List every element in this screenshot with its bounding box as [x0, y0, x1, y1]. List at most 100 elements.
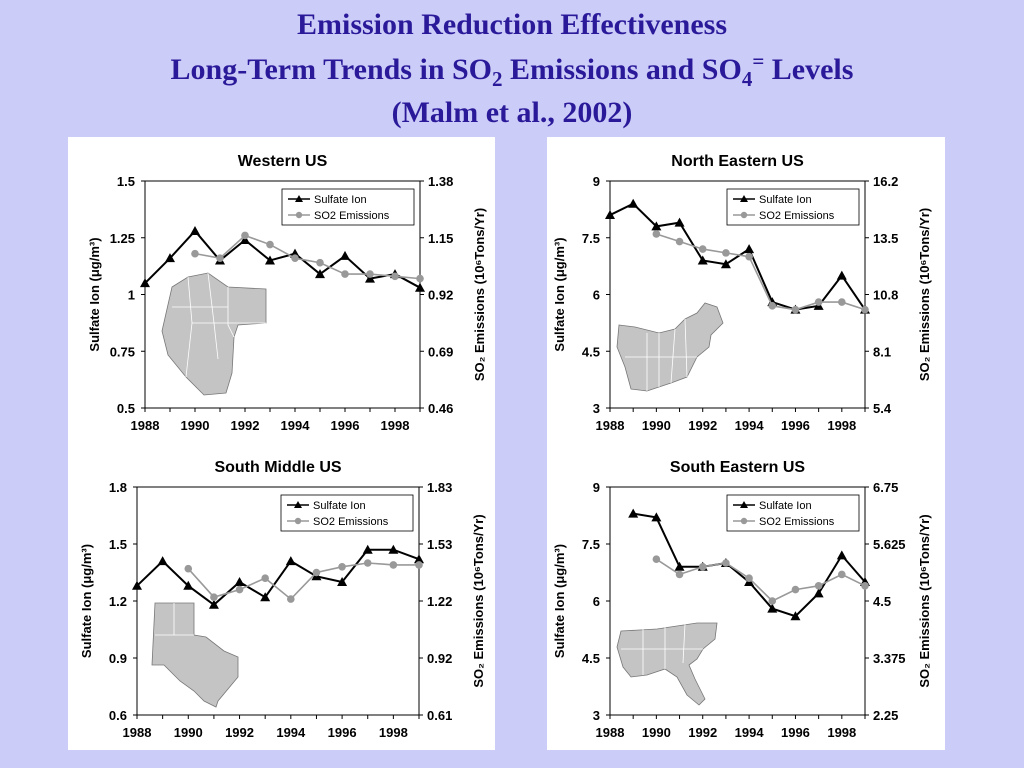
x-tick-label: 1988 — [596, 418, 625, 433]
x-tick-label: 1990 — [174, 725, 203, 740]
x-tick-label: 1990 — [642, 418, 671, 433]
data-point-so2-emissions — [838, 570, 846, 579]
y2-tick-label: 3.375 — [873, 651, 906, 666]
y2-tick-label: 0.92 — [428, 288, 453, 303]
data-point-so2-emissions — [814, 298, 823, 306]
legend-box — [280, 494, 414, 532]
data-point-sulfate-ion — [836, 550, 847, 560]
y2-tick-label: 1.53 — [427, 537, 452, 552]
title-line2-sub-4: 4 — [741, 67, 753, 91]
y2-tick-label: 0.69 — [428, 344, 453, 359]
y-tick-label: 0.5 — [117, 401, 135, 416]
series-line-so2-emissions — [194, 234, 421, 280]
data-point-sulfate-ion — [190, 225, 200, 235]
x-tick-label: 1998 — [827, 418, 856, 433]
chart-title: South Middle US — [214, 459, 341, 476]
y-tick-label: 7.5 — [582, 231, 600, 246]
data-point-sulfate-ion — [183, 580, 194, 590]
y-axis-label: Sulfate Ion (μg/m³) — [87, 237, 102, 351]
chart-panel-north-eastern: North Eastern US 3 5.4 4.5 8.1 6 10.8 7.5 13.5 9 1… — [547, 137, 945, 443]
data-point-so2-emissions — [768, 302, 777, 310]
y-tick-label: 0.9 — [109, 651, 127, 666]
data-point-so2-emissions — [291, 254, 299, 262]
data-point-so2-emissions — [861, 305, 869, 314]
data-point-so2-emissions — [698, 245, 707, 253]
series-line-so2-emissions — [655, 558, 866, 602]
data-point-sulfate-ion — [285, 556, 296, 566]
legend-label: Sulfate Ion — [759, 500, 812, 512]
x-tick-label: 1992 — [688, 725, 717, 740]
data-point-sulfate-ion — [628, 198, 639, 208]
y2-axis-label: SO₂ Emissions (10⁶Tons/Yr) — [472, 208, 487, 381]
data-point-so2-emissions — [338, 563, 346, 571]
data-point-so2-emissions — [261, 574, 269, 582]
data-point-sulfate-ion — [414, 554, 424, 564]
data-point-so2-emissions — [341, 270, 349, 278]
data-point-sulfate-ion — [337, 577, 348, 586]
legend-label: Sulfate Ion — [759, 194, 812, 206]
y2-tick-label: 16.2 — [873, 174, 898, 189]
x-tick-label: 1994 — [735, 725, 765, 740]
data-point-sulfate-ion — [240, 235, 250, 245]
data-point-so2-emissions — [838, 298, 846, 306]
region-map-shape — [151, 602, 239, 708]
y2-tick-label: 8.1 — [873, 344, 891, 359]
y-tick-label: 9 — [593, 174, 600, 189]
data-point-sulfate-ion — [234, 577, 245, 586]
x-tick-label: 1996 — [331, 418, 360, 433]
x-tick-label: 1998 — [381, 418, 410, 433]
data-point-sulfate-ion — [744, 244, 755, 254]
data-point-sulfate-ion — [651, 512, 662, 522]
y2-tick-label: 1.15 — [428, 231, 453, 246]
chart-title: North Eastern US — [671, 153, 804, 170]
data-point-so2-emissions — [191, 249, 199, 258]
chart-panel-western: Western US 0.5 0.46 0.75 0.69 1 0.92 1.25 1.15 1.… — [68, 137, 495, 443]
data-point-so2-emissions — [791, 585, 800, 594]
x-tick-label: 1992 — [225, 725, 254, 740]
chart-svg-western: Western US 0.5 0.46 0.75 0.69 1 0.92 1.25 1.15 1.… — [87, 153, 487, 433]
data-point-so2-emissions — [312, 568, 321, 577]
data-point-so2-emissions — [652, 230, 661, 238]
data-point-so2-emissions — [316, 258, 324, 267]
data-point-so2-emissions — [363, 559, 372, 567]
data-point-so2-emissions — [698, 563, 707, 571]
x-tick-label: 1988 — [596, 725, 625, 740]
data-point-sulfate-ion — [165, 253, 175, 263]
series-line-sulfate-ion — [136, 548, 420, 607]
data-point-sulfate-ion — [697, 255, 708, 265]
title-line2-part-b: Emissions and SO — [502, 53, 742, 86]
y-tick-label: 1.2 — [109, 594, 127, 609]
data-point-so2-emissions — [675, 237, 684, 246]
data-point-sulfate-ion — [674, 561, 685, 571]
data-point-so2-emissions — [287, 595, 295, 603]
data-point-sulfate-ion — [813, 588, 824, 598]
x-tick-label: 1990 — [642, 725, 671, 740]
y-tick-label: 6 — [593, 594, 600, 609]
data-point-so2-emissions — [216, 254, 224, 262]
y-axis-label: Sulfate Ion (μg/m³) — [79, 544, 94, 658]
x-tick-label: 1996 — [781, 418, 810, 433]
legend-label: SO2 Emissions — [759, 516, 835, 528]
legend-marker-triangle — [295, 195, 303, 202]
data-point-so2-emissions — [241, 231, 249, 240]
region-map-border — [670, 328, 676, 384]
data-point-so2-emissions — [235, 585, 244, 594]
legend-marker-circle — [295, 211, 303, 219]
x-tick-label: 1992 — [688, 418, 717, 433]
y-tick-label: 0.6 — [109, 708, 127, 723]
x-tick-label: 1998 — [827, 725, 856, 740]
legend-box — [281, 188, 415, 226]
data-point-so2-emissions — [366, 270, 374, 278]
y2-tick-label: 2.25 — [873, 708, 898, 723]
legend-box — [726, 494, 860, 532]
series-line-so2-emissions — [656, 233, 866, 311]
region-map-border — [682, 623, 686, 664]
data-point-so2-emissions — [266, 240, 274, 249]
y-tick-label: 4.5 — [582, 651, 600, 666]
data-point-so2-emissions — [391, 272, 399, 281]
data-point-sulfate-ion — [140, 278, 150, 288]
title-line2-sup: = — [752, 49, 765, 73]
x-tick-label: 1994 — [281, 418, 311, 433]
chart-title: South Eastern US — [670, 459, 805, 476]
title-line2-part-c: Levels — [764, 53, 854, 86]
